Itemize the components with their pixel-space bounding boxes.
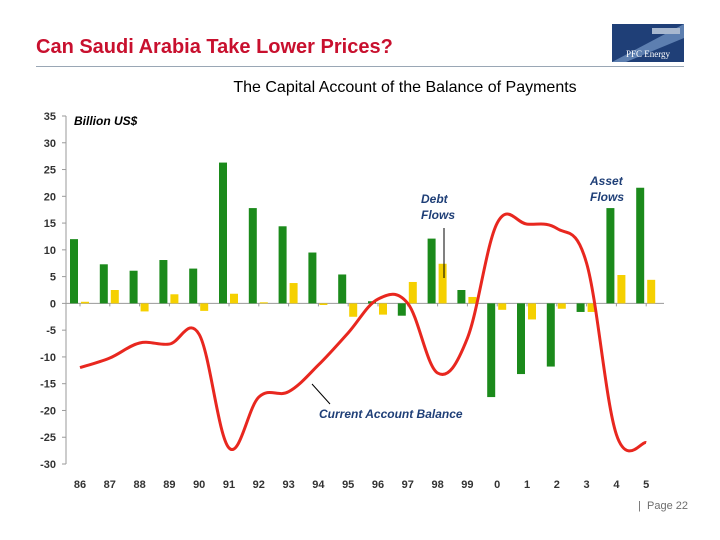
chart-title: The Capital Account of the Balance of Pa… — [233, 79, 577, 96]
x-tick-label: 86 — [74, 479, 86, 491]
y-axis-unit-label: Billion US$ — [74, 114, 138, 128]
annotation-current-account: Current Account Balance — [319, 407, 463, 421]
asset-flows-bar — [159, 260, 168, 304]
debt-flows-bar — [200, 303, 209, 311]
x-tick-label: 97 — [402, 479, 414, 491]
debt-flows-bar — [617, 275, 626, 304]
x-tick-label: 90 — [193, 479, 205, 491]
x-tick-label: 2 — [554, 479, 560, 491]
y-tick-label: -5 — [46, 325, 56, 337]
y-tick-label: -10 — [40, 352, 56, 364]
asset-flows-bar — [606, 208, 615, 304]
x-tick-label: 96 — [372, 479, 384, 491]
debt-flows-bar — [379, 303, 387, 315]
x-tick-label: 95 — [342, 479, 354, 491]
asset-flows-bar — [129, 270, 138, 304]
asset-flows-bar — [248, 208, 257, 304]
debt-flows-bar — [647, 279, 656, 304]
title-divider — [36, 66, 684, 67]
page-number: Page 22 — [647, 500, 688, 512]
asset-flows-bar — [70, 239, 78, 304]
asset-flows-bar — [517, 303, 525, 375]
asset-flows-bar — [487, 303, 496, 398]
y-tick-label: 0 — [50, 298, 56, 310]
debt-flows-bar — [259, 302, 268, 304]
debt-flows-bar — [81, 301, 89, 304]
x-tick-label: 89 — [163, 479, 175, 491]
x-tick-label: 1 — [524, 479, 530, 491]
y-tick-label: -25 — [40, 432, 56, 444]
y-tick-label: 10 — [44, 245, 56, 257]
y-tick-label: 25 — [44, 165, 56, 177]
asset-flows-bar — [546, 303, 555, 367]
debt-flows-bar — [438, 263, 447, 304]
y-tick-label: 35 — [44, 111, 56, 123]
current-account-line — [79, 212, 647, 453]
annotation-asset-flows-line1: Asset — [589, 174, 624, 188]
debt-flows-bar — [140, 303, 149, 312]
asset-flows-bar — [99, 264, 108, 304]
x-tick-label: 0 — [494, 479, 500, 491]
asset-flows-bar — [397, 303, 406, 316]
debt-flows-bar — [170, 294, 179, 304]
x-tick-label: 93 — [282, 479, 294, 491]
annotation-debt-flows-line2: Flows — [421, 208, 455, 222]
page-footer: | Page 22 — [638, 500, 688, 512]
y-tick-label: -15 — [40, 379, 56, 391]
footer-separator: | — [638, 500, 642, 512]
x-tick-label: 5 — [643, 479, 649, 491]
debt-flows-bar — [408, 281, 417, 304]
asset-flows-bar — [576, 303, 585, 312]
asset-flows-bar — [219, 162, 227, 304]
y-tick-label: 5 — [50, 272, 56, 284]
slide-title: Can Saudi Arabia Take Lower Prices? — [36, 36, 393, 58]
debt-flows-bar — [319, 303, 328, 305]
annotation-debt-flows-line1: Debt — [421, 192, 449, 206]
asset-flows-bar — [278, 226, 287, 304]
y-tick-label: -30 — [40, 459, 56, 471]
logo-text: PFC Energy — [626, 49, 671, 59]
debt-flows-bar — [468, 296, 477, 304]
y-tick-label: 15 — [44, 218, 56, 230]
annotation-current-account-leader — [311, 383, 331, 405]
debt-flows-bar — [587, 303, 596, 312]
debt-flows-bar — [498, 303, 507, 310]
x-tick-label: 92 — [253, 479, 265, 491]
x-tick-label: 87 — [104, 479, 116, 491]
debt-flows-bar — [230, 293, 238, 304]
pfc-energy-logo: PFC Energy — [612, 24, 684, 62]
debt-flows-bar — [289, 283, 298, 304]
debt-flows-bar — [528, 303, 536, 320]
y-tick-label: -20 — [40, 405, 56, 417]
debt-flows-bar — [349, 303, 358, 317]
asset-flows-bar — [636, 187, 645, 304]
annotation-asset-flows-line2: Flows — [590, 190, 624, 204]
x-tick-label: 4 — [613, 479, 620, 491]
asset-flows-bar — [338, 274, 347, 304]
x-tick-label: 88 — [133, 479, 145, 491]
debt-flows-bar — [557, 303, 566, 309]
asset-flows-bar — [189, 268, 198, 304]
y-tick-label: 20 — [44, 191, 56, 203]
asset-flows-bar — [308, 252, 317, 304]
asset-flows-bar — [457, 290, 466, 304]
x-tick-label: 94 — [312, 479, 325, 491]
y-tick-label: 30 — [44, 138, 56, 150]
x-tick-label: 91 — [223, 479, 235, 491]
x-tick-label: 99 — [461, 479, 473, 491]
x-tick-label: 98 — [431, 479, 443, 491]
debt-flows-bar — [110, 290, 119, 304]
asset-flows-bar — [427, 238, 436, 304]
x-tick-label: 3 — [584, 479, 590, 491]
